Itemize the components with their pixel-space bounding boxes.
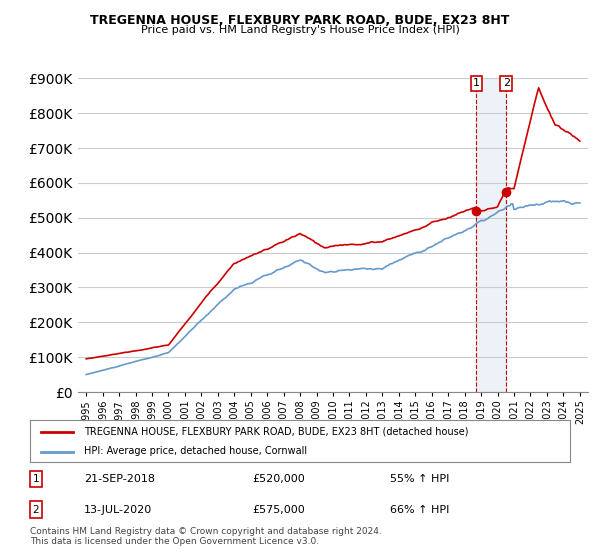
- Text: 2: 2: [32, 505, 40, 515]
- Text: Contains HM Land Registry data © Crown copyright and database right 2024.
This d: Contains HM Land Registry data © Crown c…: [30, 526, 382, 546]
- Text: 21-SEP-2018: 21-SEP-2018: [84, 474, 155, 484]
- Bar: [476, 78, 506, 392]
- Text: 66% ↑ HPI: 66% ↑ HPI: [390, 505, 449, 515]
- Text: 55% ↑ HPI: 55% ↑ HPI: [390, 474, 449, 484]
- Text: £575,000: £575,000: [252, 505, 305, 515]
- Text: Price paid vs. HM Land Registry's House Price Index (HPI): Price paid vs. HM Land Registry's House …: [140, 25, 460, 35]
- Text: 2: 2: [503, 78, 510, 88]
- Text: 1: 1: [473, 78, 480, 88]
- Text: £520,000: £520,000: [252, 474, 305, 484]
- Text: TREGENNA HOUSE, FLEXBURY PARK ROAD, BUDE, EX23 8HT (detached house): TREGENNA HOUSE, FLEXBURY PARK ROAD, BUDE…: [84, 427, 469, 437]
- Text: TREGENNA HOUSE, FLEXBURY PARK ROAD, BUDE, EX23 8HT: TREGENNA HOUSE, FLEXBURY PARK ROAD, BUDE…: [91, 14, 509, 27]
- Text: HPI: Average price, detached house, Cornwall: HPI: Average price, detached house, Corn…: [84, 446, 307, 456]
- Text: 1: 1: [32, 474, 40, 484]
- Text: 13-JUL-2020: 13-JUL-2020: [84, 505, 152, 515]
